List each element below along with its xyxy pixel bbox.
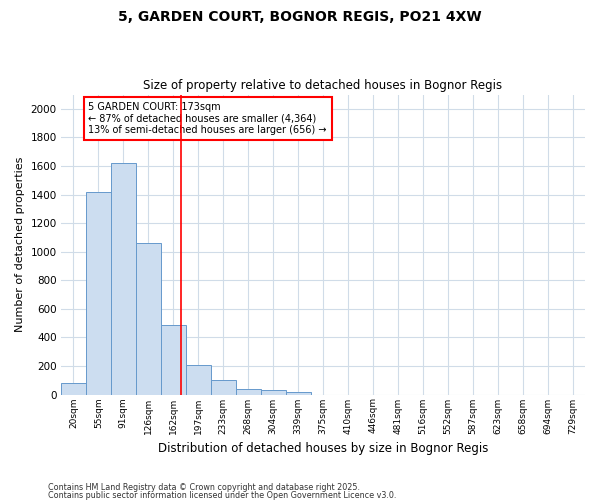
Bar [136,243,161,394]
Bar [161,324,186,394]
Bar [236,389,260,394]
Text: Contains HM Land Registry data © Crown copyright and database right 2025.: Contains HM Land Registry data © Crown c… [48,484,360,492]
Title: Size of property relative to detached houses in Bognor Regis: Size of property relative to detached ho… [143,79,503,92]
Bar [211,380,236,394]
Text: 5 GARDEN COURT: 173sqm
← 87% of detached houses are smaller (4,364)
13% of semi-: 5 GARDEN COURT: 173sqm ← 87% of detached… [88,102,327,135]
X-axis label: Distribution of detached houses by size in Bognor Regis: Distribution of detached houses by size … [158,442,488,455]
Bar [86,192,111,394]
Bar [61,383,86,394]
Bar [286,392,311,394]
Text: Contains public sector information licensed under the Open Government Licence v3: Contains public sector information licen… [48,490,397,500]
Y-axis label: Number of detached properties: Number of detached properties [15,157,25,332]
Bar [186,365,211,394]
Text: 5, GARDEN COURT, BOGNOR REGIS, PO21 4XW: 5, GARDEN COURT, BOGNOR REGIS, PO21 4XW [118,10,482,24]
Bar [111,163,136,394]
Bar [260,390,286,394]
